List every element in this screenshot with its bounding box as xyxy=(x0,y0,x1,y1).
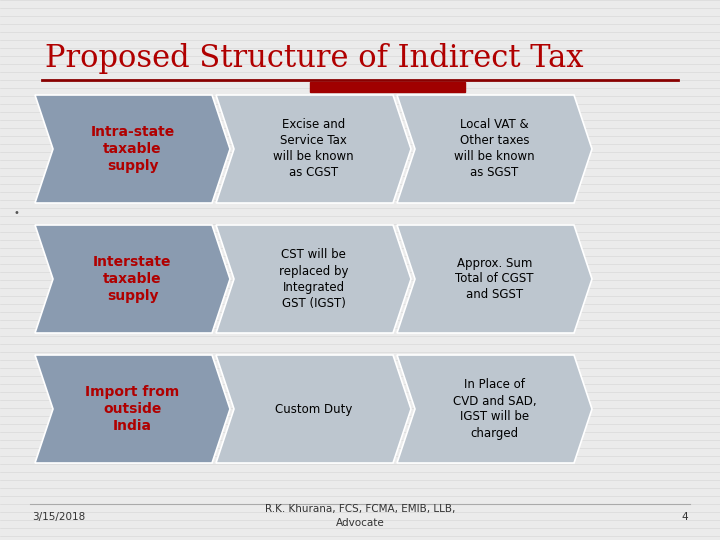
Polygon shape xyxy=(35,95,230,203)
Polygon shape xyxy=(216,355,411,463)
Polygon shape xyxy=(35,225,230,333)
Text: Intra-state
taxable
supply: Intra-state taxable supply xyxy=(91,125,175,173)
Text: Proposed Structure of Indirect Tax: Proposed Structure of Indirect Tax xyxy=(45,43,583,73)
Polygon shape xyxy=(35,355,230,463)
Polygon shape xyxy=(397,95,592,203)
Bar xyxy=(310,82,465,92)
Polygon shape xyxy=(216,95,411,203)
Text: In Place of
CVD and SAD,
IGST will be
charged: In Place of CVD and SAD, IGST will be ch… xyxy=(453,379,536,440)
Text: Interstate
taxable
supply: Interstate taxable supply xyxy=(94,255,172,303)
Polygon shape xyxy=(397,225,592,333)
Text: Excise and
Service Tax
will be known
as CGST: Excise and Service Tax will be known as … xyxy=(273,118,354,179)
Text: Custom Duty: Custom Duty xyxy=(275,402,352,415)
Text: 4: 4 xyxy=(681,512,688,522)
Text: •: • xyxy=(13,208,19,218)
Text: Approx. Sum
Total of CGST
and SGST: Approx. Sum Total of CGST and SGST xyxy=(455,256,534,301)
Text: Import from
outside
India: Import from outside India xyxy=(86,384,179,433)
Text: R.K. Khurana, FCS, FCMA, EMIB, LLB,
Advocate: R.K. Khurana, FCS, FCMA, EMIB, LLB, Advo… xyxy=(265,504,455,528)
Polygon shape xyxy=(216,225,411,333)
Text: Local VAT &
Other taxes
will be known
as SGST: Local VAT & Other taxes will be known as… xyxy=(454,118,535,179)
Text: CST will be
replaced by
Integrated
GST (IGST): CST will be replaced by Integrated GST (… xyxy=(279,248,348,309)
Polygon shape xyxy=(397,355,592,463)
Text: 3/15/2018: 3/15/2018 xyxy=(32,512,85,522)
